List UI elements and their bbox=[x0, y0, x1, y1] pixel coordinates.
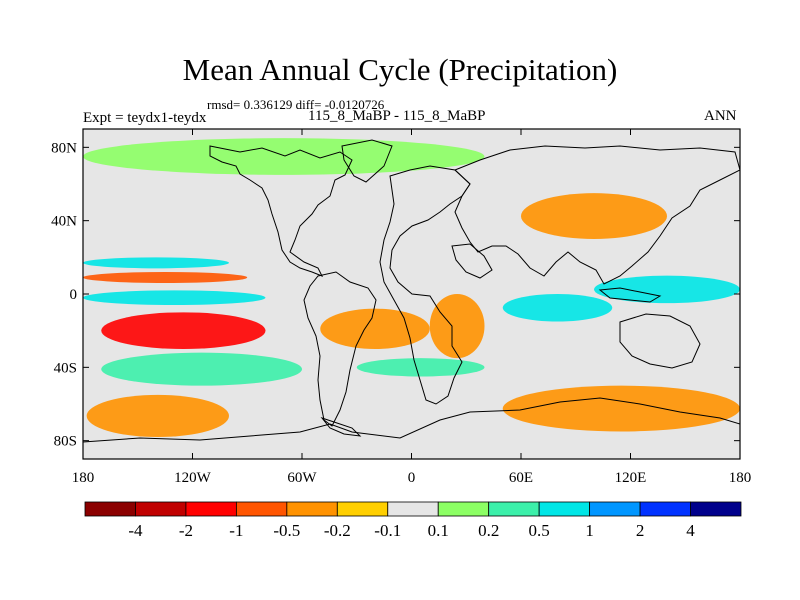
colorbar-label: 0.5 bbox=[529, 521, 550, 540]
colorbar-box bbox=[84, 501, 136, 517]
colorbar-box bbox=[387, 501, 439, 517]
x-tick-label: 60W bbox=[287, 470, 317, 486]
period-label: 115_8_MaBP - 115_8_MaBP bbox=[308, 108, 486, 124]
season-label: ANN bbox=[704, 108, 737, 124]
anomaly-africa-dry bbox=[429, 294, 485, 359]
y-tick-label: 40N bbox=[51, 214, 77, 230]
colorbar-box bbox=[336, 501, 389, 517]
colorbar-box bbox=[437, 501, 490, 517]
colorbar-box bbox=[185, 501, 237, 517]
anomaly-southern-ocean-pacific-dry bbox=[86, 394, 229, 437]
colorbar-box bbox=[235, 501, 288, 517]
anomaly-equatorial-pacific-dry-band bbox=[83, 272, 248, 283]
anomaly-south-pacific-wet-band bbox=[101, 352, 302, 386]
anomaly-eurasia-dry bbox=[521, 193, 667, 239]
x-tick-label: 0 bbox=[408, 470, 416, 486]
x-tick-label: 120E bbox=[615, 470, 647, 486]
colorbar-box bbox=[286, 501, 338, 517]
anomaly-indian-ocean-wet bbox=[502, 294, 613, 322]
colorbar-label: 1 bbox=[585, 521, 594, 540]
colorbar-label: -2 bbox=[179, 521, 193, 540]
anomaly-south-atlantic-dry bbox=[320, 308, 430, 350]
colorbar-label: 0.1 bbox=[428, 521, 449, 540]
colorbar-box bbox=[135, 501, 187, 517]
colorbar-box bbox=[639, 501, 691, 517]
colorbar: -4 -2 -1 -0.5 -0.2 -0.1 0.1 0.2 0.5 1 2 4 bbox=[84, 501, 742, 540]
y-tick-label: 40S bbox=[54, 360, 77, 376]
y-tick-label: 80S bbox=[54, 434, 77, 450]
colorbar-box bbox=[589, 501, 641, 517]
anomaly-equatorial-pacific-wet-band bbox=[83, 290, 266, 305]
x-tick-label: 180 bbox=[729, 470, 752, 486]
colorbar-label: -4 bbox=[128, 521, 143, 540]
anomaly-arctic-wet-patches bbox=[83, 138, 485, 175]
x-axis: 180 120W 60W 0 60E 120E 180 bbox=[72, 129, 752, 486]
colorbar-label: -0.1 bbox=[374, 521, 401, 540]
anomaly-southern-indian-dry bbox=[502, 385, 740, 432]
y-tick-label: 0 bbox=[70, 287, 78, 303]
anomaly-south-pacific-dry-band bbox=[101, 312, 266, 349]
anomaly-south-atlantic-wet bbox=[356, 358, 485, 377]
rmsd-diff-stats: rmsd= 0.336129 diff= -0.0120726 bbox=[207, 97, 385, 112]
colorbar-label: -0.2 bbox=[324, 521, 351, 540]
colorbar-box bbox=[488, 501, 540, 517]
anomaly-north-pacific-wet-band bbox=[83, 257, 229, 269]
colorbar-box bbox=[538, 501, 591, 517]
y-tick-label: 80N bbox=[51, 140, 77, 156]
colorbar-label: -0.5 bbox=[273, 521, 300, 540]
chart-title: Mean Annual Cycle (Precipitation) bbox=[182, 52, 618, 87]
colorbar-label: -1 bbox=[229, 521, 243, 540]
colorbar-box bbox=[690, 501, 742, 517]
x-tick-label: 60E bbox=[509, 470, 533, 486]
colorbar-label: 0.2 bbox=[478, 521, 499, 540]
colorbar-label: 4 bbox=[686, 521, 695, 540]
anomaly-western-pacific-wet bbox=[594, 275, 740, 304]
colorbar-label: 2 bbox=[636, 521, 645, 540]
y-axis: 80N 40N 0 40S 80S bbox=[51, 140, 740, 450]
x-tick-label: 120W bbox=[174, 470, 212, 486]
experiment-label: Expt = teydx1-teydx bbox=[83, 110, 207, 126]
x-tick-label: 180 bbox=[72, 470, 95, 486]
coastlines bbox=[83, 139, 740, 443]
